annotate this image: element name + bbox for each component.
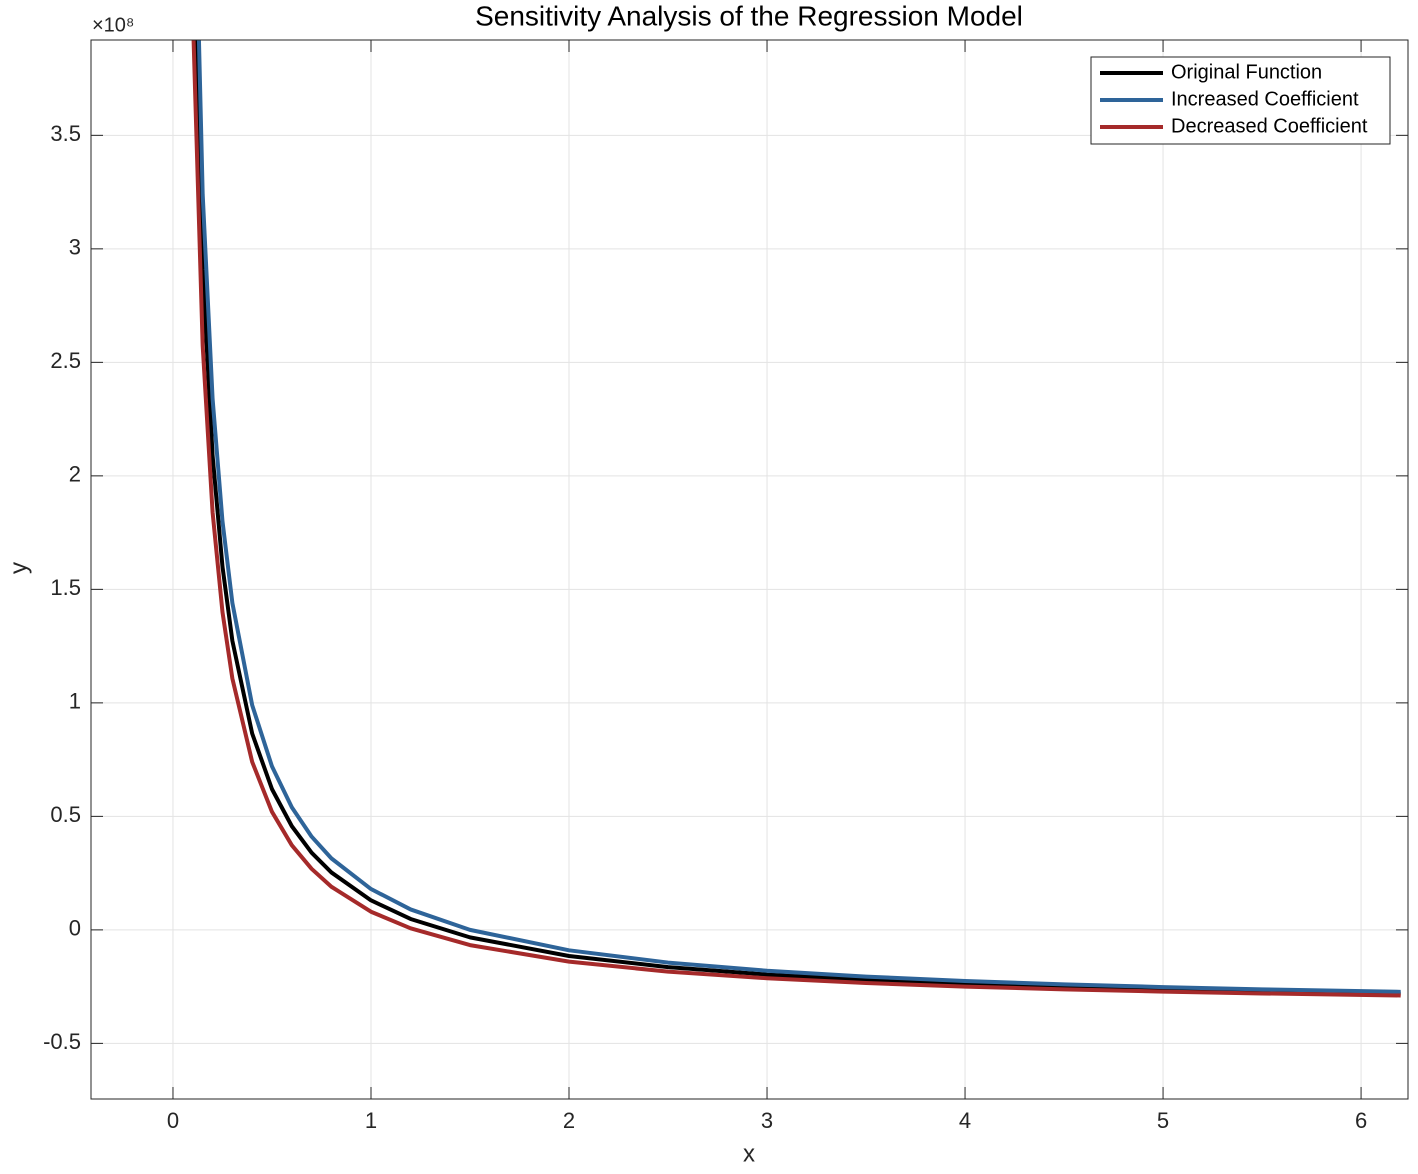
- y-tick-label: 1: [69, 689, 81, 714]
- series-line: [194, 40, 1401, 996]
- x-tick-label: 3: [761, 1108, 773, 1133]
- x-tick-label: 1: [365, 1108, 377, 1133]
- x-tick-label: 2: [563, 1108, 575, 1133]
- x-axis-label: x: [743, 1140, 755, 1167]
- y-tick-label: 0: [69, 916, 81, 941]
- x-tick-label: 0: [167, 1108, 179, 1133]
- y-tick-label: 2: [69, 462, 81, 487]
- y-tick-label: 3.5: [50, 121, 81, 146]
- series-line: [196, 40, 1401, 994]
- legend-label: Original Function: [1171, 61, 1322, 83]
- legend: Original Function Increased Coefficient De…: [1090, 56, 1391, 145]
- grid: [91, 40, 1408, 1099]
- y-tick-label: 2.5: [50, 348, 81, 373]
- chart-title: Sensitivity Analysis of the Regression M…: [475, 0, 1023, 31]
- plot-area: [91, 40, 1408, 1099]
- lines: [191, 40, 1401, 998]
- legend-label: Increased Coefficient: [1171, 88, 1359, 110]
- axes-box: [90, 39, 1409, 1100]
- series-line: [191, 40, 1401, 998]
- legend-label: Decreased Coefficient: [1171, 115, 1368, 137]
- y-tick-label: 0.5: [50, 802, 81, 827]
- x-tick-label: 5: [1157, 1108, 1169, 1133]
- x-tick-label: 4: [959, 1108, 971, 1133]
- y-tick-label: 3: [69, 235, 81, 260]
- y-tick-label: -0.5: [43, 1029, 81, 1054]
- x-tick-label: 6: [1355, 1108, 1367, 1133]
- y-exponent-label: ×10⁸: [92, 14, 134, 36]
- y-tick-label: 1.5: [50, 575, 81, 600]
- y-axis-label: y: [5, 562, 32, 574]
